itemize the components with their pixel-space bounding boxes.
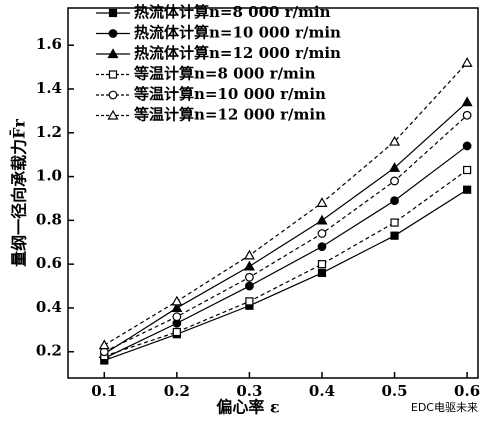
series-line [104, 189, 468, 362]
data-point [245, 272, 254, 282]
y-tick-label: 0.4 [36, 298, 62, 316]
y-axis-label: 量纲一径向承载力F̄r [9, 119, 29, 267]
y-tick-label: 1.4 [36, 79, 62, 97]
legend-label: 热流体计算n=12 000 r/min [134, 44, 341, 62]
data-point [98, 339, 110, 350]
data-point [390, 231, 399, 240]
legend-marker [108, 29, 118, 38]
legend-marker [108, 90, 118, 100]
x-tick-label: 0.2 [164, 382, 190, 400]
legend-marker [108, 70, 118, 79]
y-tick-label: 1.6 [36, 35, 62, 53]
legend-label: 等温计算n=8 000 r/min [134, 65, 316, 83]
data-point [171, 295, 183, 306]
legend-label: 热流体计算n=10 000 r/min [134, 24, 341, 42]
data-point [462, 110, 472, 120]
data-point [461, 96, 473, 107]
data-point [461, 57, 473, 67]
legend-label: 等温计算n=12 000 r/min [134, 106, 326, 124]
series-line [103, 62, 468, 346]
data-point [390, 196, 399, 206]
x-axis-label: 偏心率 ε [216, 398, 279, 417]
data-point [389, 162, 401, 172]
y-tick-label: 0.8 [36, 210, 62, 228]
legend-marker [107, 48, 119, 59]
x-tick-label: 0.6 [454, 382, 480, 400]
y-tick-label: 0.6 [36, 254, 62, 272]
series-line [104, 145, 468, 359]
watermark: EDC电驱未来 [411, 401, 478, 414]
x-tick-label: 0.4 [309, 382, 335, 400]
data-point [390, 218, 399, 227]
legend-label: 热流体计算n=8 000 r/min [134, 3, 331, 21]
data-point [172, 327, 181, 337]
data-point [243, 260, 255, 271]
x-tick-label: 0.5 [381, 382, 407, 400]
data-point [317, 242, 327, 252]
data-point [462, 141, 472, 151]
legend-label: 等温计算n=10 000 r/min [134, 85, 326, 103]
legend-marker [107, 109, 119, 120]
data-point [171, 302, 183, 313]
data-point [463, 185, 472, 194]
data-point [389, 135, 401, 146]
data-point [317, 260, 327, 269]
legend-marker [108, 8, 118, 18]
y-tick-label: 0.2 [36, 342, 62, 360]
data-point [316, 197, 328, 207]
data-point [317, 268, 327, 278]
data-point [172, 312, 182, 322]
plot-frame [67, 7, 479, 379]
series-line [104, 114, 468, 353]
data-point [317, 229, 327, 238]
x-tick-label: 0.3 [236, 382, 262, 400]
series-line [103, 101, 468, 355]
data-point [245, 297, 254, 306]
y-tick-label: 1.2 [36, 123, 62, 141]
y-tick-label: 1.0 [36, 167, 62, 185]
data-point [245, 281, 254, 291]
x-tick-label: 0.1 [91, 382, 117, 400]
data-point [390, 176, 399, 186]
data-point [463, 165, 472, 175]
series-line [104, 169, 468, 357]
data-point [316, 214, 328, 225]
data-point [243, 249, 255, 260]
